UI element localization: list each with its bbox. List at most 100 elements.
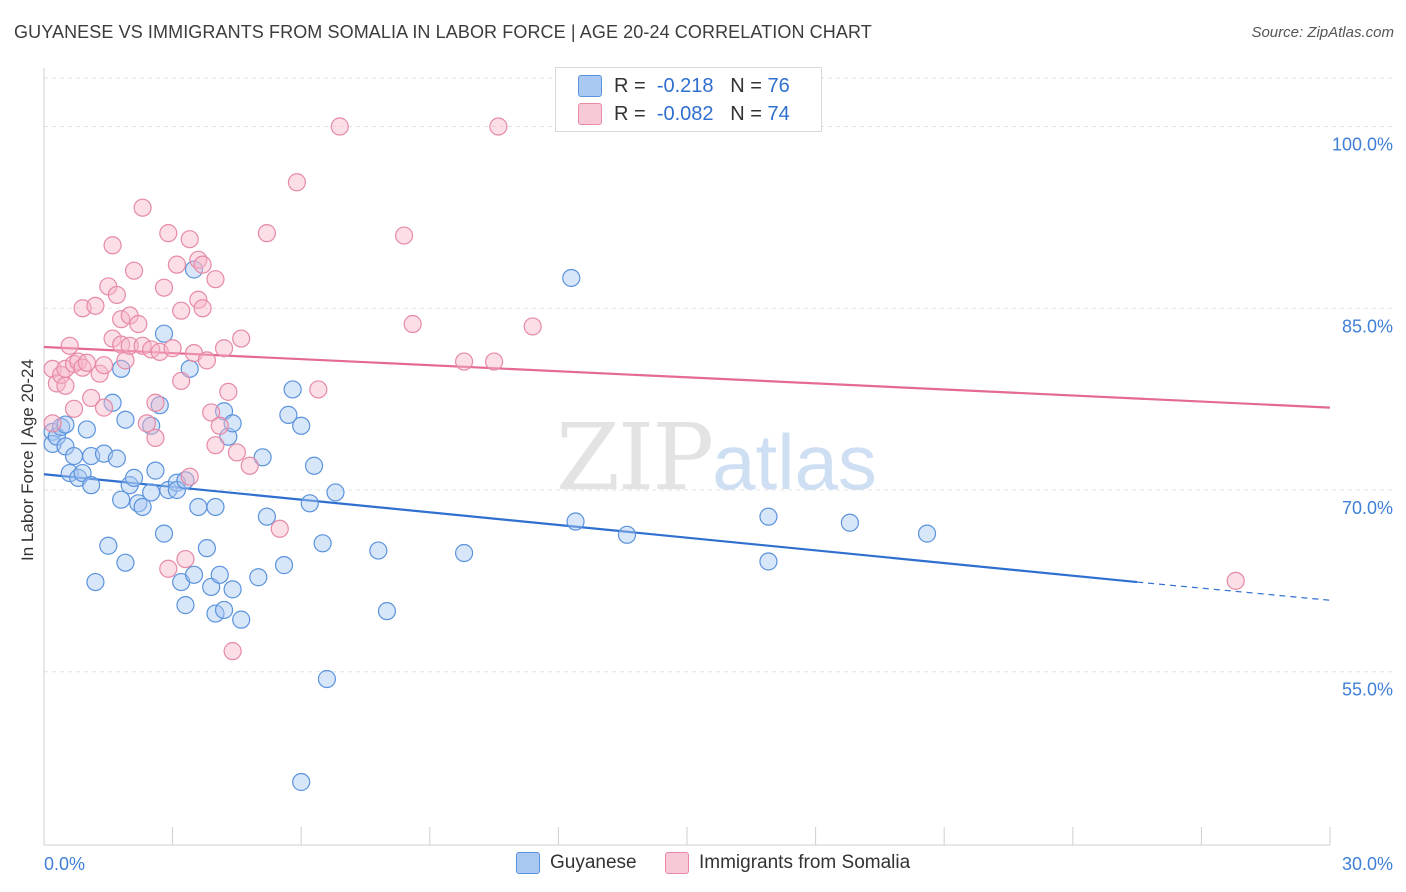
point-somalia xyxy=(180,467,199,486)
point-guyanese xyxy=(107,449,126,468)
axes xyxy=(43,68,1331,846)
point-guyanese xyxy=(154,324,174,343)
point-guyanese xyxy=(210,565,229,584)
legend-label-somalia: Immigrants from Somalia xyxy=(699,852,911,873)
point-guyanese xyxy=(197,539,216,558)
y-tick-label: 100.0% xyxy=(1332,135,1393,155)
point-guyanese xyxy=(759,552,778,571)
point-somalia xyxy=(223,642,242,661)
bottom-legend-guyanese[interactable]: Guyanese xyxy=(516,852,637,874)
point-guyanese xyxy=(917,524,937,543)
point-guyanese xyxy=(279,405,298,424)
point-guyanese xyxy=(142,483,161,502)
y-axis-label: In Labor Force | Age 20-24 xyxy=(18,359,37,561)
point-somalia xyxy=(270,519,289,538)
point-somalia xyxy=(120,336,139,355)
point-somalia xyxy=(197,351,216,370)
point-guyanese xyxy=(223,580,242,599)
point-guyanese xyxy=(232,610,251,629)
point-guyanese xyxy=(617,525,637,544)
point-somalia xyxy=(210,416,229,435)
point-guyanese xyxy=(184,565,204,584)
point-somalia xyxy=(172,371,191,391)
point-somalia xyxy=(176,549,195,569)
legend-r-label: R = xyxy=(614,102,646,125)
point-guyanese xyxy=(154,524,174,543)
legend-swatch-guyanese xyxy=(578,75,602,97)
trend-line-somalia xyxy=(43,345,1331,409)
point-guyanese xyxy=(64,446,84,466)
trend-line-guyanese xyxy=(43,473,1138,584)
x-tick-label: 30.0% xyxy=(1342,854,1393,874)
point-guyanese xyxy=(566,512,585,531)
data-points xyxy=(43,117,1245,792)
point-guyanese xyxy=(103,393,122,412)
point-somalia xyxy=(129,314,148,334)
point-somalia xyxy=(137,414,156,433)
point-somalia xyxy=(287,173,307,192)
legend-swatch-guyanese xyxy=(516,852,540,874)
point-somalia xyxy=(56,376,75,395)
y-tick-label: 85.0% xyxy=(1342,316,1393,336)
point-guyanese xyxy=(124,468,144,487)
point-guyanese xyxy=(189,497,208,517)
point-somalia xyxy=(146,393,165,412)
gridlines xyxy=(44,77,1393,673)
point-somalia xyxy=(330,117,349,136)
y-tick-label: 55.0% xyxy=(1342,680,1393,700)
x-tick-label: 0.0% xyxy=(44,854,85,874)
trend-lines xyxy=(43,345,1331,601)
point-somalia xyxy=(159,559,178,578)
point-somalia xyxy=(206,436,225,455)
point-somalia xyxy=(193,299,212,318)
point-guyanese xyxy=(184,260,204,279)
point-somalia xyxy=(232,329,251,348)
point-guyanese xyxy=(274,556,294,575)
point-somalia xyxy=(240,456,259,475)
point-guyanese xyxy=(283,380,302,399)
point-guyanese xyxy=(99,536,118,555)
point-guyanese xyxy=(112,490,131,509)
tick-labels: 55.0% 70.0% 85.0% 100.0% 0.0% 30.0% xyxy=(44,135,1393,874)
legend-n-value: 76 xyxy=(767,74,790,97)
point-guyanese xyxy=(257,507,277,526)
watermark: ZIPatlas xyxy=(556,404,877,511)
point-somalia xyxy=(1226,571,1245,590)
point-somalia xyxy=(180,230,199,249)
bottom-legend-somalia[interactable]: Immigrants from Somalia xyxy=(665,852,910,874)
legend-label-guyanese: Guyanese xyxy=(550,852,637,873)
legend-n-label: N = xyxy=(730,74,762,97)
point-somalia xyxy=(172,301,191,320)
point-somalia xyxy=(257,224,277,243)
point-somalia xyxy=(454,352,474,371)
chart-title: GUYANESE VS IMMIGRANTS FROM SOMALIA IN L… xyxy=(14,22,872,42)
point-somalia xyxy=(82,388,101,408)
legend-r-label: R = xyxy=(614,74,646,97)
point-guyanese xyxy=(133,497,152,517)
point-guyanese xyxy=(313,534,332,553)
legend-row-guyanese: R = -0.218 N = 76 xyxy=(578,74,790,98)
point-somalia xyxy=(133,198,152,217)
point-somalia xyxy=(219,382,238,401)
point-guyanese xyxy=(304,456,324,475)
point-somalia xyxy=(90,364,109,383)
point-somalia xyxy=(107,285,126,305)
chart-source: Source: ZipAtlas.com xyxy=(1251,24,1394,41)
point-guyanese xyxy=(253,448,272,467)
point-guyanese xyxy=(300,494,319,513)
watermark-zip: ZIP xyxy=(556,404,714,511)
point-guyanese xyxy=(77,420,96,439)
point-guyanese xyxy=(60,463,79,483)
point-guyanese xyxy=(82,476,101,495)
point-guyanese xyxy=(292,772,311,792)
point-somalia xyxy=(193,255,212,274)
point-guyanese xyxy=(56,415,75,434)
legend-r-value: -0.218 xyxy=(656,74,714,97)
point-guyanese xyxy=(317,669,337,689)
point-somalia xyxy=(189,290,208,309)
point-somalia xyxy=(64,399,84,418)
point-somalia xyxy=(43,414,62,433)
point-somalia xyxy=(309,380,328,399)
point-somalia xyxy=(94,356,114,375)
